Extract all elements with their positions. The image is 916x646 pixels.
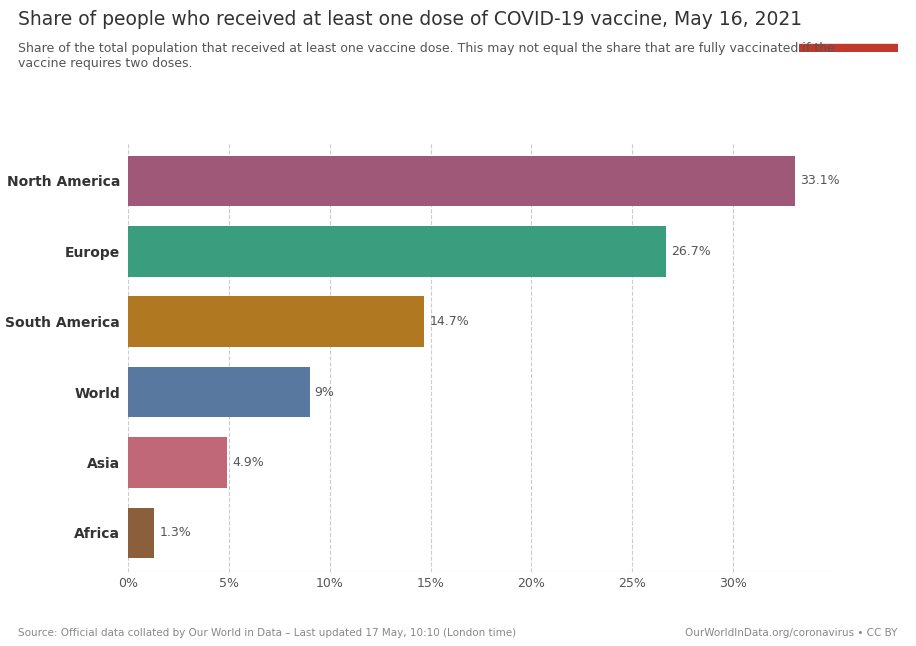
Text: 26.7%: 26.7% xyxy=(671,245,711,258)
Bar xyxy=(128,226,666,276)
Bar xyxy=(128,437,227,488)
Bar xyxy=(128,156,795,206)
Text: Source: Official data collated by Our World in Data – Last updated 17 May, 10:10: Source: Official data collated by Our Wo… xyxy=(18,629,517,638)
Text: Our World
in Data: Our World in Data xyxy=(814,6,882,37)
Text: 9%: 9% xyxy=(315,386,334,399)
Text: Share of people who received at least one dose of COVID-19 vaccine, May 16, 2021: Share of people who received at least on… xyxy=(18,10,802,28)
Bar xyxy=(128,297,424,347)
Text: 14.7%: 14.7% xyxy=(430,315,469,328)
Bar xyxy=(128,367,310,417)
Text: OurWorldInData.org/coronavirus • CC BY: OurWorldInData.org/coronavirus • CC BY xyxy=(685,629,898,638)
Bar xyxy=(799,45,898,52)
Text: 4.9%: 4.9% xyxy=(232,456,264,469)
Text: Share of the total population that received at least one vaccine dose. This may : Share of the total population that recei… xyxy=(18,42,835,70)
Bar xyxy=(128,508,155,558)
Text: 33.1%: 33.1% xyxy=(801,174,840,187)
Text: 1.3%: 1.3% xyxy=(159,526,191,539)
